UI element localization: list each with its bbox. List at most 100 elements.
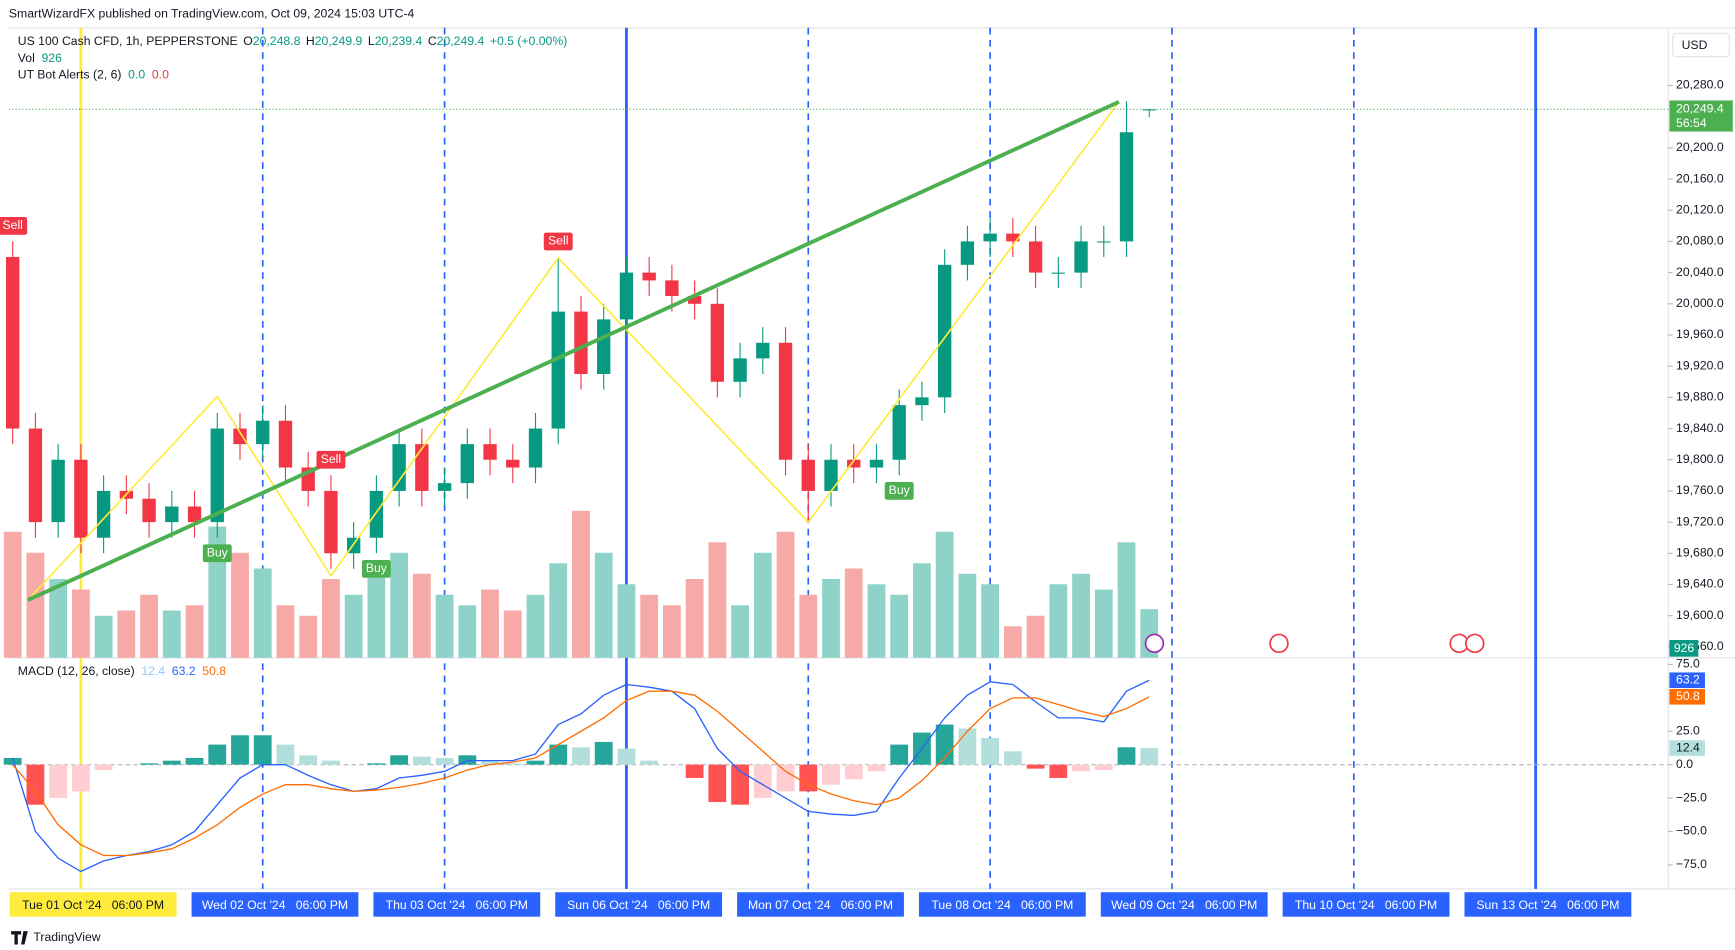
candle-body (51, 459, 65, 523)
event-icon[interactable] (1269, 633, 1289, 654)
histogram-bar (844, 764, 863, 780)
volume-bar (731, 605, 749, 658)
signal-label: Buy (207, 545, 229, 559)
ohlc-value: 20,249.4 (437, 34, 485, 48)
time-label: Sun 06 Oct '24 06:00 PM (567, 898, 710, 912)
indicator-title: UT Bot Alerts (2, 6) (18, 68, 122, 82)
candle-body (733, 358, 747, 382)
volume-bar (913, 563, 931, 658)
time-label-box (1282, 892, 1450, 917)
volume-bar (435, 594, 454, 658)
candle-body (74, 459, 88, 538)
volume-bar (94, 615, 113, 658)
histogram-bar (412, 756, 431, 765)
y-tick-label: 19,680.0 (1676, 546, 1724, 560)
candle-body (937, 264, 952, 398)
candle-body (960, 241, 975, 265)
histogram-bar (549, 744, 568, 765)
candle-body (1097, 241, 1111, 243)
histogram-tag-label: 12.4 (1676, 740, 1700, 754)
signal-label: Buy (889, 483, 911, 497)
volume-bar (753, 552, 772, 658)
event-icon[interactable] (1144, 633, 1165, 654)
candle-body (915, 397, 929, 406)
volume-bar (1094, 589, 1113, 658)
volume-bar (322, 579, 340, 658)
histogram-bar (390, 755, 409, 765)
signal-value: 50.8 (202, 664, 226, 678)
histogram-bar (526, 760, 545, 765)
signal-label: Buy (366, 561, 388, 575)
ohlc-value: 20,248.8 (253, 34, 301, 48)
candle-body (483, 444, 497, 460)
histogram-tag (1669, 740, 1705, 756)
volume-bar (1026, 615, 1045, 658)
candle-body (756, 342, 770, 359)
candle-body (574, 311, 588, 374)
footer: TradingView (33, 930, 100, 944)
time-label-box (9, 892, 177, 917)
histogram-bar (617, 748, 636, 765)
volume-bar (1049, 584, 1068, 658)
legend-ohlc: US 100 Cash CFD, 1h, PEPPERSTONE O20,248.… (18, 34, 568, 48)
volume-bar (367, 563, 386, 658)
signal-line (12, 690, 1150, 857)
volume-bar (844, 568, 863, 658)
histogram-bar (322, 760, 340, 765)
time-label: Thu 03 Oct '24 06:00 PM (386, 898, 528, 912)
candle-body (278, 420, 293, 468)
y-tick-label: 19,840.0 (1676, 421, 1724, 435)
candle-body (1142, 109, 1156, 111)
volume-bar (640, 594, 659, 658)
y-tick-label: 20,280.0 (1676, 78, 1724, 92)
ohlc-value: 20,239.4 (375, 34, 423, 48)
candle-body (892, 405, 906, 460)
candle-body (28, 428, 43, 523)
candle-body (187, 506, 202, 523)
histogram-bar (481, 760, 499, 765)
candle-body (1028, 241, 1043, 273)
signal-tag (1669, 689, 1705, 705)
currency-button[interactable] (1672, 32, 1730, 58)
candle-body (778, 342, 793, 460)
time-label-box (737, 892, 904, 917)
signal-label: Sell (548, 234, 568, 248)
candle-body (551, 311, 565, 429)
publisher: SmartWizardFX published on TradingView.c… (9, 7, 415, 21)
event-icon[interactable] (1465, 633, 1485, 654)
histogram-bar (890, 744, 909, 765)
candle-body (642, 272, 656, 281)
time-label-box (1100, 892, 1268, 917)
histogram-bar (140, 763, 158, 765)
candle-body (665, 280, 679, 296)
candle-body (460, 444, 474, 484)
volume-bar (685, 579, 704, 658)
time-label: Mon 07 Oct '24 06:00 PM (748, 898, 893, 912)
candle-body (1051, 272, 1065, 274)
signal-box (0, 216, 28, 235)
candle-body (1119, 132, 1134, 242)
volume-bar (867, 584, 886, 658)
candle-body (210, 428, 224, 523)
volume-label: 926 (1674, 641, 1695, 655)
histogram-bar (594, 741, 613, 765)
marks: Tue 01 Oct '24 06:00 PM Wed 02 Oct '24 06… (0, 27, 1733, 917)
volume-value: 926 (41, 51, 62, 65)
histogram-bar (276, 744, 295, 765)
volume-tag (1669, 640, 1699, 657)
volume-bar (776, 531, 795, 658)
volume-bar (185, 605, 204, 658)
last-price-tag (1669, 100, 1733, 132)
candle-body (6, 257, 20, 429)
histogram-bar (26, 764, 45, 805)
volume-bar (458, 605, 477, 658)
currency[interactable]: USD (1682, 38, 1708, 52)
candle-body (324, 490, 338, 554)
candle-body (597, 319, 611, 374)
histogram-bar (162, 760, 181, 765)
macd-title: MACD (12, 26, close) (18, 664, 135, 678)
trendline (27, 100, 1120, 602)
histogram-bar (367, 763, 386, 765)
